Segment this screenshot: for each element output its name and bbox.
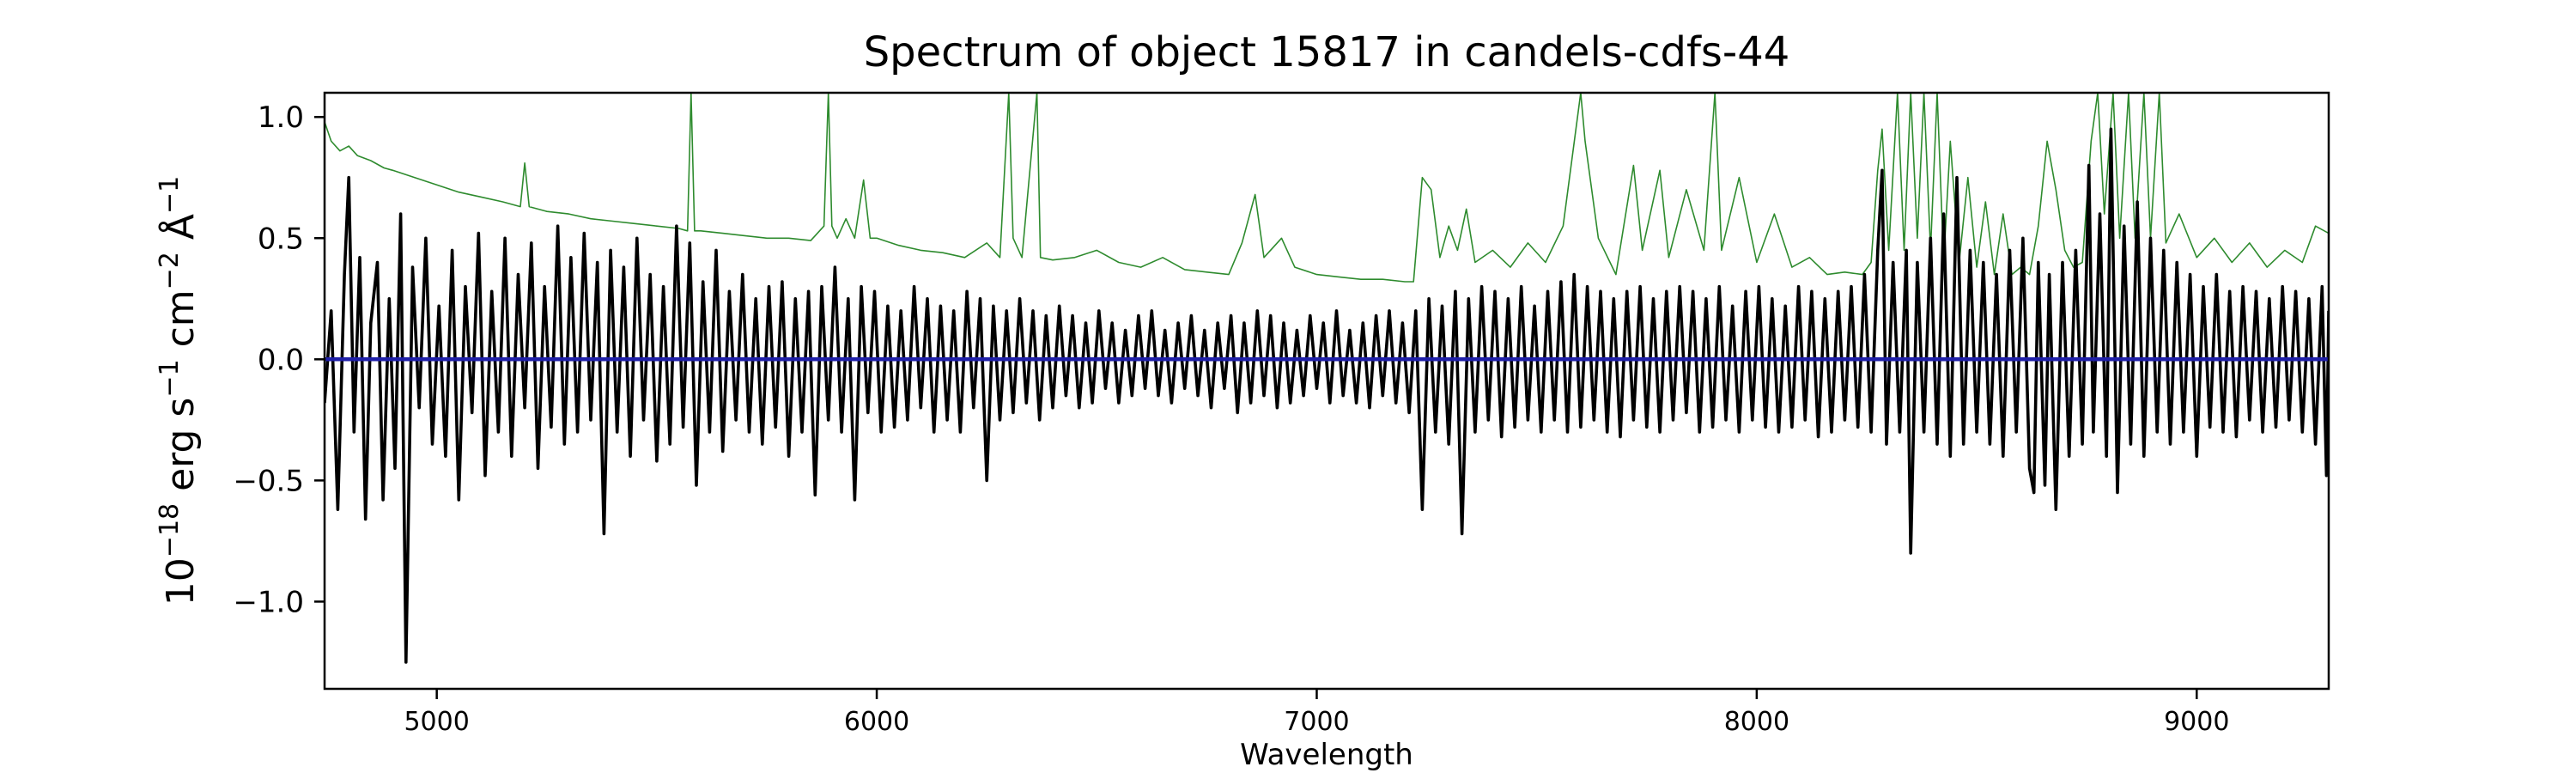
y-label-unit3-exp: −1	[155, 176, 185, 214]
x-axis: 5000 6000 7000 8000 9000	[404, 689, 2229, 737]
y-label-base: 10	[159, 557, 203, 606]
y-label-unit2: cm	[159, 289, 203, 359]
flux-series-line	[325, 127, 2329, 664]
y-tick-label: 0.5	[258, 222, 304, 256]
y-tick-label: −1.0	[233, 585, 304, 619]
x-tick-label: 5000	[404, 707, 469, 737]
plot-area	[325, 93, 2329, 664]
x-tick-label: 6000	[844, 707, 909, 737]
series-layer	[325, 93, 2329, 664]
y-label-unit2-exp: −2	[155, 252, 185, 289]
y-label-base-exp: −18	[155, 503, 185, 557]
y-label-unit3: Å	[157, 214, 203, 252]
y-label-unit1-exp: −1	[155, 359, 185, 397]
y-tick-label: 1.0	[258, 100, 304, 135]
x-tick-label: 9000	[2164, 707, 2229, 737]
y-axis: −1.0 −0.5 0.0 0.5 1.0	[233, 100, 325, 619]
x-axis-label: Wavelength	[1240, 738, 1413, 772]
y-axis-label: 10−18 erg s−1 cm−2 Å−1	[155, 176, 203, 606]
y-tick-label: −0.5	[233, 464, 304, 498]
chart-title: Spectrum of object 15817 in candels-cdfs…	[864, 28, 1790, 76]
plot-frame	[323, 91, 2330, 691]
y-label-unit1: erg s	[159, 398, 203, 503]
x-tick-label: 7000	[1284, 707, 1349, 737]
x-tick-label: 8000	[1724, 707, 1789, 737]
noise-series-line	[325, 93, 2329, 283]
y-tick-label: 0.0	[258, 343, 304, 377]
